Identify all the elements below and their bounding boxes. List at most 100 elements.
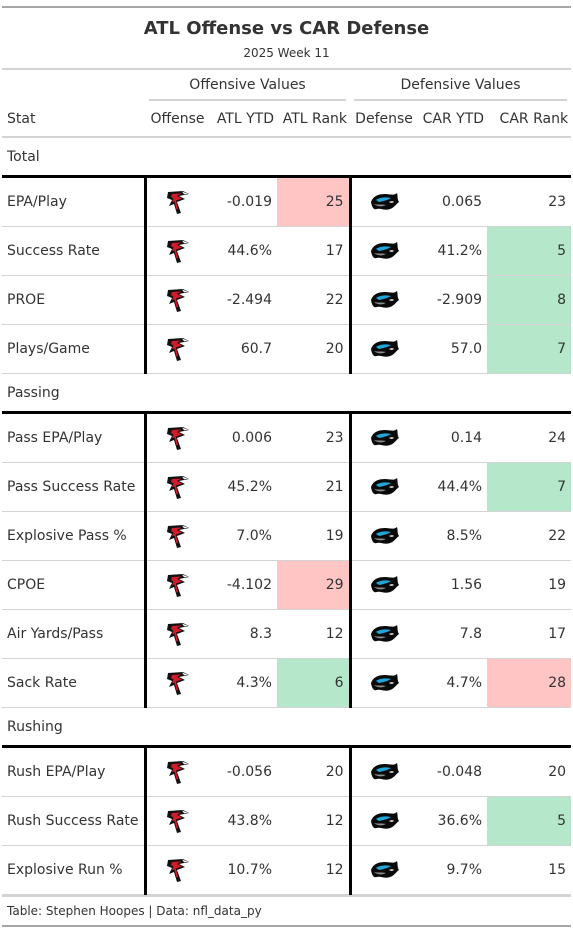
stat-label: Explosive Run % [2,845,145,895]
group-header-row: Total [2,137,572,178]
spanner-offense: Offensive Values [149,71,347,101]
atl-rank-value: 17 [277,226,351,276]
offense-logo-cell [143,845,210,895]
falcons-logo-icon [167,574,190,597]
table-row: CPOE -4.102 29 1.56 19 [2,560,572,610]
defense-logo-cell [348,226,419,276]
atl-rank-value: 12 [277,609,351,659]
col-header-car-ytd: CAR YTD [418,102,488,138]
table-body: Total EPA/Play -0.019 25 0.065 23 Success Rate… [2,137,572,895]
table-subtitle: 2025 Week 11 [243,46,330,60]
atl-ytd-value: -4.102 [210,560,277,610]
col-header-atl-ytd: ATL YTD [210,102,277,138]
defense-logo-cell [348,324,419,374]
car-rank-value: 22 [487,511,572,561]
falcons-logo-icon [167,761,190,784]
spanner-offense-cell: Offensive Values [145,68,351,102]
table-row: Explosive Run % 10.7% 12 9.7% 15 [2,845,572,895]
atl-ytd-value: 10.7% [210,845,277,895]
atl-ytd-value: 60.7 [210,324,277,374]
car-ytd-value: 41.2% [418,226,488,276]
car-rank-value: 17 [487,609,572,659]
atl-ytd-value: 8.3 [210,609,277,659]
car-rank-value: 5 [487,796,572,846]
falcons-logo-icon [167,525,190,548]
col-header-defense: Defense [350,102,419,138]
car-ytd-value: 36.6% [418,796,488,846]
stat-label: PROE [2,275,145,325]
car-ytd-value: 0.14 [418,412,488,463]
table-row: Explosive Pass % 7.0% 19 8.5% 22 [2,511,572,561]
car-rank-value: 23 [487,176,572,227]
falcons-logo-icon [167,191,190,214]
car-ytd-value: 7.8 [418,609,488,659]
defense-logo-cell [348,462,419,512]
atl-rank-value: 22 [277,275,351,325]
stats-table: Offensive Values Defensive Values Stat O… [2,68,572,895]
atl-rank-value: 23 [277,412,351,463]
panthers-logo-icon [370,763,399,780]
panthers-logo-icon [370,674,399,691]
table-row: Sack Rate 4.3% 6 4.7% 28 [2,658,572,708]
offense-logo-cell [143,796,210,846]
group-label: Rushing [2,707,572,748]
panthers-logo-icon [370,625,399,642]
offense-logo-cell [143,462,210,512]
table-row: Plays/Game 60.7 20 57.0 7 [2,324,572,374]
car-rank-value: 7 [487,462,572,512]
group-header-row: Rushing [2,707,572,748]
defense-logo-cell [348,746,419,797]
stat-label: Air Yards/Pass [2,609,145,659]
car-rank-value: 5 [487,226,572,276]
car-ytd-value: -0.048 [418,746,488,797]
source-note: Table: Stephen Hoopes | Data: nfl_data_p… [2,895,571,927]
car-ytd-value: 44.4% [418,462,488,512]
atl-rank-value: 12 [277,845,351,895]
atl-rank-value: 19 [277,511,351,561]
spanner-defense: Defensive Values [354,71,568,101]
table-title: ATL Offense vs CAR Defense [143,18,430,39]
offense-logo-cell [143,511,210,561]
atl-rank-value: 20 [277,746,351,797]
offense-logo-cell [143,176,210,227]
offense-logo-cell [143,658,210,708]
offense-logo-cell [143,746,210,797]
offense-logo-cell [143,609,210,659]
defense-logo-cell [348,176,419,227]
car-rank-value: 15 [487,845,572,895]
atl-rank-value: 29 [277,560,351,610]
falcons-logo-icon [167,623,190,646]
car-ytd-value: 57.0 [418,324,488,374]
defense-logo-cell [348,511,419,561]
panthers-logo-icon [370,291,399,308]
offense-logo-cell [143,324,210,374]
col-header-car-rank: CAR Rank [487,102,572,138]
table-row: Air Yards/Pass 8.3 12 7.8 17 [2,609,572,659]
atl-rank-value: 6 [277,658,351,708]
atl-rank-value: 21 [277,462,351,512]
car-ytd-value: 0.065 [418,176,488,227]
table-row: Rush Success Rate 43.8% 12 36.6% 5 [2,796,572,846]
panthers-logo-icon [370,242,399,259]
falcons-logo-icon [167,859,190,882]
panthers-logo-icon [370,193,399,210]
stat-label: Rush Success Rate [2,796,145,846]
column-header-row: Stat Offense ATL YTD ATL Rank Defense CA… [2,102,572,138]
panthers-logo-icon [370,340,399,357]
stat-label: Pass Success Rate [2,462,145,512]
panthers-logo-icon [370,527,399,544]
falcons-logo-icon [167,338,190,361]
atl-ytd-value: 44.6% [210,226,277,276]
atl-ytd-value: -0.056 [210,746,277,797]
gt-table-container: ATL Offense vs CAR Defense 2025 Week 11 … [2,6,572,927]
car-rank-value: 19 [487,560,572,610]
group-label: Total [2,137,572,178]
panthers-logo-icon [370,478,399,495]
falcons-logo-icon [167,240,190,263]
table-row: PROE -2.494 22 -2.909 8 [2,275,572,325]
car-ytd-value: 9.7% [418,845,488,895]
table-row: Rush EPA/Play -0.056 20 -0.048 20 [2,746,572,797]
falcons-logo-icon [167,289,190,312]
stat-label: CPOE [2,560,145,610]
car-ytd-value: -2.909 [418,275,488,325]
